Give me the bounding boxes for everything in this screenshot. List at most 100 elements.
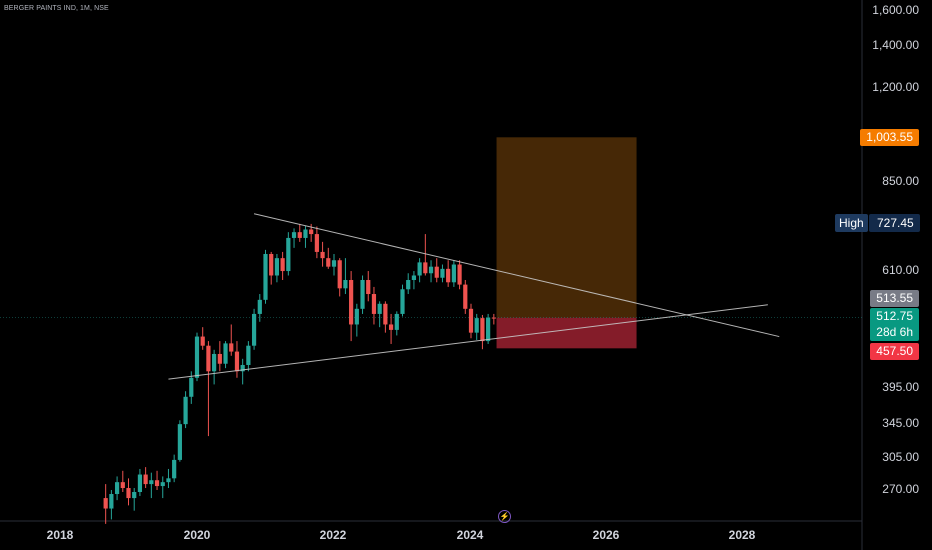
candle: [257, 294, 262, 322]
candle-body: [463, 284, 468, 309]
candle-body: [349, 280, 354, 325]
candle: [223, 341, 228, 369]
candle-body: [120, 482, 125, 489]
candle: [183, 391, 188, 429]
candle: [280, 251, 285, 281]
candle: [371, 286, 377, 325]
candle: [423, 234, 428, 276]
price-axis-label: 1,200.00: [872, 80, 919, 94]
candle: [428, 260, 434, 283]
price-axis-label: 1,400.00: [872, 38, 919, 52]
candle: [126, 478, 131, 506]
candle: [251, 308, 257, 350]
candle-body: [189, 377, 194, 397]
candle: [263, 249, 268, 304]
candle: [451, 260, 456, 287]
candle: [480, 314, 485, 350]
candle-body: [263, 253, 268, 300]
candle-body: [172, 459, 177, 479]
candle-body: [297, 232, 302, 238]
candle-body: [303, 229, 308, 238]
candle: [114, 476, 120, 501]
candle-body: [234, 351, 240, 372]
resistance-trendline[interactable]: [253, 213, 780, 338]
candle: [440, 264, 445, 283]
candle: [286, 232, 291, 276]
candle: [212, 349, 217, 385]
candle: [468, 303, 474, 339]
candle: [234, 341, 240, 378]
candle: [434, 258, 439, 283]
symbol-title: BERGER PAINTS IND, 1M, NSE: [4, 5, 109, 12]
time-axis-label: 2024: [456, 528, 484, 542]
candle-body: [149, 480, 154, 485]
candle-body: [160, 482, 165, 487]
candle: [491, 313, 496, 325]
candle-body: [343, 280, 348, 289]
candle-body: [320, 251, 325, 259]
candle: [337, 258, 342, 297]
target-price-tag: 1,003.55: [860, 129, 919, 146]
candle-body: [200, 336, 205, 346]
candle: [120, 470, 125, 492]
candle: [463, 280, 468, 314]
candle-body: [446, 268, 451, 283]
candle-body: [491, 317, 496, 319]
candle: [331, 253, 337, 276]
candle-body: [314, 234, 319, 252]
price-axis-label: 850.00: [882, 174, 919, 188]
candle-body: [126, 488, 131, 499]
candle: [394, 311, 399, 336]
candle: [486, 313, 491, 344]
candle: [177, 420, 182, 462]
candle-body: [457, 264, 462, 285]
candle: [166, 468, 171, 489]
candle: [269, 251, 274, 285]
candle-body: [223, 343, 228, 364]
support-trendline[interactable]: [168, 304, 768, 380]
candle-body: [366, 280, 371, 295]
candle: [274, 253, 280, 283]
bar-countdown-tag: 28d 6h: [870, 324, 919, 341]
candle-body: [212, 353, 217, 372]
candle: [291, 228, 297, 248]
candle-body: [183, 396, 188, 425]
candle-body: [257, 299, 262, 314]
candle: [200, 327, 205, 350]
lightning-icon[interactable]: ⚡: [498, 510, 511, 523]
candle-body: [468, 308, 474, 333]
candle-body: [206, 345, 211, 372]
candle-body: [377, 303, 382, 314]
candle: [206, 341, 211, 437]
candle-body: [400, 289, 405, 314]
candle: [360, 275, 365, 314]
candle: [246, 341, 251, 372]
candle: [354, 303, 359, 337]
candle-body: [326, 258, 331, 267]
candle: [137, 468, 143, 497]
candle-body: [331, 260, 337, 267]
stop-zone[interactable]: [496, 317, 637, 349]
target-zone[interactable]: [496, 137, 637, 318]
candle: [149, 472, 154, 499]
candle-body: [480, 318, 485, 342]
time-axis-label: 2028: [728, 528, 756, 542]
candle-body: [280, 258, 285, 272]
candle: [400, 284, 405, 317]
price-axis-label: 305.00: [882, 450, 919, 464]
candle: [240, 358, 245, 385]
candle-body: [217, 353, 222, 364]
candle: [406, 273, 411, 295]
candle: [366, 271, 371, 302]
candle-body: [383, 303, 388, 325]
candle: [383, 301, 388, 333]
candle-body: [474, 318, 479, 333]
candle-body: [103, 498, 108, 509]
candle: [132, 488, 137, 511]
candle-body: [291, 232, 297, 238]
candle: [160, 476, 165, 499]
candle-body: [229, 343, 234, 352]
candle: [217, 341, 222, 372]
time-axis-label: 2020: [183, 528, 211, 542]
